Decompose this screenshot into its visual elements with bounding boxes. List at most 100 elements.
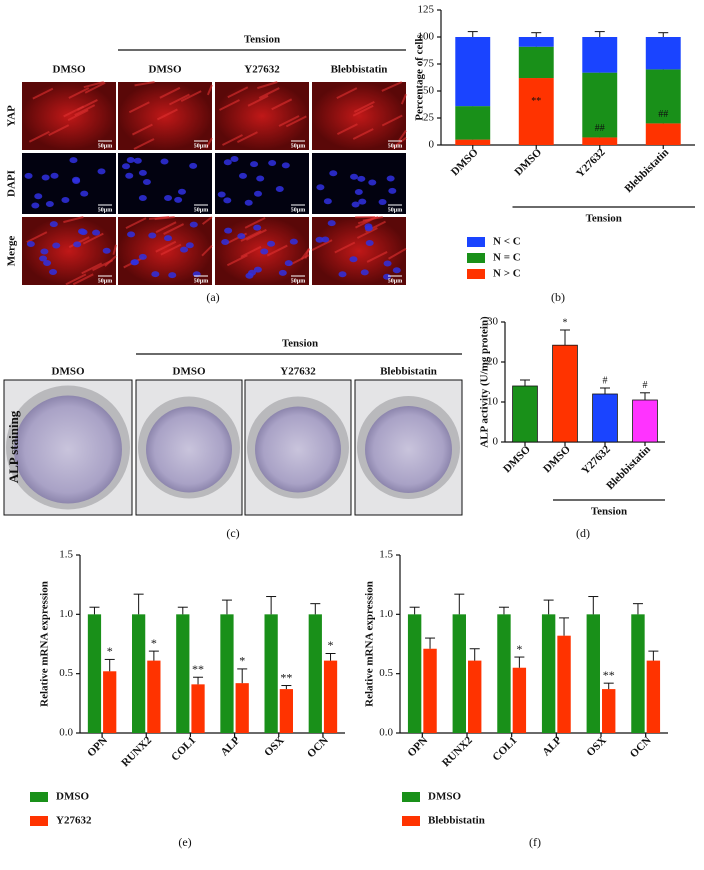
nucleus xyxy=(177,188,186,195)
x-tick-label: DMSO xyxy=(501,443,533,475)
x-tick-label: Y27632 xyxy=(579,443,613,477)
fiber xyxy=(160,243,182,256)
nucleus xyxy=(392,267,401,274)
fiber xyxy=(48,124,70,137)
fiber xyxy=(32,87,54,100)
fiber xyxy=(63,216,84,224)
nucleus xyxy=(174,196,183,203)
fiber xyxy=(271,98,293,111)
y-axis-label: Relative mRNA expression xyxy=(39,581,51,707)
fiber xyxy=(226,254,248,267)
nucleus xyxy=(238,172,247,179)
fiber xyxy=(356,227,378,239)
bar-segment xyxy=(518,37,554,47)
y-axis-label: Percentage of cells xyxy=(414,34,426,121)
nucleus xyxy=(138,253,147,260)
legend-swatch xyxy=(467,253,485,263)
scale-label: 50μm xyxy=(388,207,402,213)
micrograph xyxy=(215,82,309,150)
column-header: Y27632 xyxy=(244,64,280,76)
fiber xyxy=(236,131,258,144)
well xyxy=(365,406,452,493)
x-tick-label: OCN xyxy=(305,734,331,760)
bar-segment xyxy=(645,123,681,145)
nucleus xyxy=(168,272,177,279)
nucleus xyxy=(350,173,359,180)
fiber xyxy=(240,230,262,242)
nucleus xyxy=(122,163,131,170)
bar-segment xyxy=(518,78,554,145)
nucleus xyxy=(43,259,52,266)
nucleus xyxy=(323,198,332,205)
nucleus xyxy=(383,273,392,280)
nucleus xyxy=(34,193,43,200)
nucleus xyxy=(41,174,50,181)
fiber xyxy=(84,81,106,94)
row-label: YAP xyxy=(6,105,18,127)
significance: * xyxy=(151,636,157,650)
group-label: Tension xyxy=(586,213,622,225)
bar xyxy=(147,660,161,733)
fiber xyxy=(159,86,181,99)
nucleus xyxy=(24,172,33,179)
legend-label: DMSO xyxy=(56,791,89,803)
fiber xyxy=(219,99,240,111)
nucleus xyxy=(73,241,82,248)
x-tick-label: COL1 xyxy=(490,734,519,763)
bar-segment xyxy=(645,69,681,124)
scale-label: 50μm xyxy=(98,207,112,213)
nucleus xyxy=(364,223,373,230)
fiber xyxy=(76,99,98,111)
x-tick-label: RUNX2 xyxy=(119,734,154,769)
nucleus xyxy=(31,202,40,209)
fiber xyxy=(83,81,105,89)
fiber xyxy=(352,128,374,140)
fiber xyxy=(240,245,262,258)
nucleus xyxy=(224,227,233,234)
fiber xyxy=(388,247,407,260)
scale-label: 50μm xyxy=(98,278,112,284)
legend-swatch xyxy=(402,792,420,802)
fiber xyxy=(156,108,178,121)
panel-label: (f) xyxy=(529,835,541,849)
nucleus xyxy=(49,269,58,276)
nucleus xyxy=(281,162,290,169)
legend-label: DMSO xyxy=(428,791,461,803)
fiber xyxy=(205,137,213,149)
column-header: DMSO xyxy=(52,366,85,378)
nucleus xyxy=(315,236,324,243)
y-tick-label: 1.5 xyxy=(59,549,73,561)
fiber xyxy=(245,228,267,241)
significance: ** xyxy=(531,96,541,107)
nucleus xyxy=(388,187,397,194)
legend-label: N = C xyxy=(493,252,521,264)
fiber xyxy=(278,115,300,127)
y-tick-label: 10 xyxy=(487,396,499,408)
nucleus xyxy=(278,269,287,276)
y-tick-label: 25 xyxy=(423,112,435,124)
bar xyxy=(87,614,102,733)
y-tick-label: 1.0 xyxy=(59,608,73,620)
significance: # xyxy=(643,380,648,391)
significance: * xyxy=(516,642,522,656)
column-header: DMSO xyxy=(149,64,182,76)
fiber xyxy=(131,123,153,136)
column-header: Y27632 xyxy=(280,366,316,378)
y-tick-label: 0.5 xyxy=(59,667,73,679)
well xyxy=(146,406,232,493)
fiber xyxy=(163,223,185,235)
nucleus xyxy=(40,248,49,255)
x-tick-label: DMSO xyxy=(541,443,573,475)
nucleus xyxy=(45,200,54,207)
fiber xyxy=(285,115,307,128)
bar xyxy=(557,635,571,733)
nucleus xyxy=(223,197,232,204)
nucleus xyxy=(102,247,111,254)
bar xyxy=(235,683,249,733)
y-tick-label: 0 xyxy=(493,436,499,448)
bar xyxy=(512,385,538,443)
bar-segment xyxy=(455,139,491,145)
fiber xyxy=(336,123,358,136)
group-label: Tension xyxy=(591,506,627,518)
bar xyxy=(631,614,645,733)
